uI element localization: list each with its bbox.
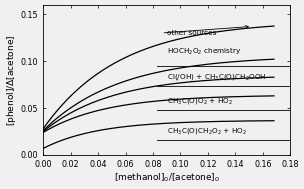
Text: Cl(/OH) + CH$_3$C(O)CH$_2$OOH: Cl(/OH) + CH$_3$C(O)CH$_2$OOH [167, 72, 266, 82]
Y-axis label: [phenol]/$\Delta$[acetone]: [phenol]/$\Delta$[acetone] [5, 34, 18, 126]
Text: CH$_3$C(O)CH$_2$O$_2$ + HO$_2$: CH$_3$C(O)CH$_2$O$_2$ + HO$_2$ [167, 126, 247, 136]
Text: CH$_3$C(O)O$_2$ + HO$_2$: CH$_3$C(O)O$_2$ + HO$_2$ [167, 96, 233, 106]
Text: HOCH$_2$O$_2$ chemistry: HOCH$_2$O$_2$ chemistry [167, 47, 241, 57]
X-axis label: [methanol]$_0$/[acetone]$_0$: [methanol]$_0$/[acetone]$_0$ [114, 172, 220, 184]
Text: other sources: other sources [167, 30, 216, 36]
